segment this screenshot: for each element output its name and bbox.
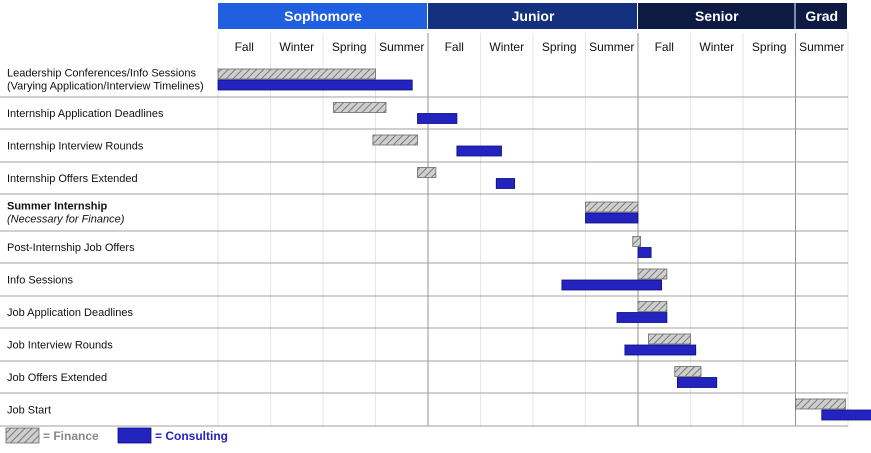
row-sublabel: (Varying Application/Interview Timelines… bbox=[7, 81, 204, 93]
consulting-bar bbox=[616, 312, 668, 323]
row-sublabel: (Necessary for Finance) bbox=[7, 214, 125, 226]
header-layer: Sophomore Junior Senior Grad Fall Winter Sprin… bbox=[218, 3, 847, 54]
legend-layer: = Finance = Consulting bbox=[5, 427, 228, 444]
legend-label-consulting: = Consulting bbox=[155, 429, 228, 443]
consulting-bar bbox=[495, 178, 516, 189]
finance-bar bbox=[585, 201, 639, 213]
legend-label-finance: = Finance bbox=[43, 429, 99, 443]
bars-layer bbox=[217, 68, 871, 421]
season-label: Summer bbox=[589, 40, 634, 54]
season-label: Winter bbox=[699, 40, 734, 54]
row-label: Internship Interview Rounds bbox=[7, 141, 144, 153]
consulting-bar bbox=[624, 344, 697, 356]
year-header-sophomore bbox=[218, 3, 427, 29]
finance-bar bbox=[648, 333, 691, 345]
season-label: Summer bbox=[379, 40, 424, 54]
season-label: Fall bbox=[235, 40, 254, 54]
row-label: Job Application Deadlines bbox=[7, 307, 133, 319]
season-label: Summer bbox=[799, 40, 844, 54]
consulting-bar bbox=[217, 79, 413, 91]
year-header-senior bbox=[638, 3, 795, 29]
season-label: Fall bbox=[445, 40, 464, 54]
row-label: Internship Application Deadlines bbox=[7, 108, 164, 120]
consulting-bar bbox=[561, 279, 663, 291]
consulting-bar bbox=[676, 377, 718, 388]
finance-bar bbox=[372, 134, 418, 146]
consulting-bar bbox=[637, 247, 652, 258]
row-label: Summer Internship bbox=[7, 201, 108, 213]
season-label: Spring bbox=[332, 40, 367, 54]
row-label: Internship Offers Extended bbox=[7, 173, 138, 185]
season-label: Spring bbox=[542, 40, 577, 54]
finance-bar bbox=[674, 366, 702, 377]
year-label: Sophomore bbox=[284, 8, 362, 24]
legend-swatch-consulting bbox=[117, 427, 152, 444]
row-label: Info Sessions bbox=[7, 275, 74, 287]
consulting-bar bbox=[456, 145, 502, 157]
finance-bar bbox=[795, 398, 846, 410]
row-label: Leadership Conferences/Info Sessions bbox=[7, 68, 196, 80]
finance-bar bbox=[637, 268, 668, 280]
season-label: Winter bbox=[489, 40, 524, 54]
year-label: Grad bbox=[805, 8, 838, 24]
row-label: Job Start bbox=[7, 405, 51, 417]
row-label: Job Offers Extended bbox=[7, 372, 107, 384]
finance-bar bbox=[417, 167, 437, 178]
row-label: Job Interview Rounds bbox=[7, 340, 113, 352]
year-header-grad bbox=[795, 3, 847, 29]
grid-layer bbox=[0, 33, 849, 427]
season-label: Fall bbox=[655, 40, 674, 54]
finance-bar bbox=[632, 236, 642, 247]
finance-bar bbox=[217, 68, 376, 80]
season-label: Spring bbox=[752, 40, 787, 54]
rows-layer: Leadership Conferences/Info Sessions(Var… bbox=[7, 68, 204, 417]
consulting-bar bbox=[821, 409, 871, 421]
season-label: Winter bbox=[279, 40, 314, 54]
finance-bar bbox=[637, 301, 668, 312]
consulting-bar bbox=[585, 212, 639, 224]
row-label: Post-Internship Job Offers bbox=[7, 242, 135, 254]
year-label: Junior bbox=[512, 8, 555, 24]
year-label: Senior bbox=[695, 8, 739, 24]
consulting-bar bbox=[417, 113, 458, 124]
finance-bar bbox=[333, 102, 387, 113]
year-header-junior bbox=[428, 3, 637, 29]
legend-swatch-finance bbox=[5, 427, 40, 444]
